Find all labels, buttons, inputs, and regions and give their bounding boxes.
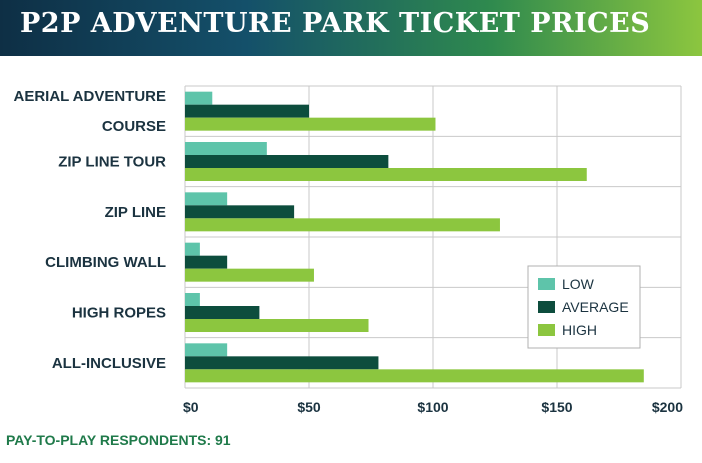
bar-average: [185, 255, 228, 269]
category-labels: AERIAL ADVENTURE COURSE ZIP LINE TOUR ZIP L…: [13, 88, 166, 372]
legend-swatch-average: [538, 301, 555, 313]
bar-high: [185, 168, 587, 181]
bar-low: [185, 142, 267, 155]
legend-swatch-low: [538, 278, 555, 290]
legend-label: HIGH: [562, 322, 597, 338]
category-label: AERIAL ADVENTURE: [13, 88, 166, 105]
legend-label: LOW: [562, 276, 595, 292]
bar-high: [185, 268, 314, 282]
chart-title: P2P ADVENTURE PARK TICKET PRICES: [20, 8, 651, 39]
respondents-note: PAY-TO-PLAY RESPONDENTS: 91: [6, 432, 231, 448]
bar-high: [185, 218, 500, 232]
category-label: HIGH ROPES: [72, 305, 166, 322]
category-label: COURSE: [102, 118, 166, 135]
bar-average: [185, 155, 389, 168]
bar-high: [185, 117, 436, 131]
x-tick-label: $200: [652, 399, 683, 415]
bar-average: [185, 306, 260, 319]
category-label: ZIP LINE: [105, 204, 166, 221]
bars: [185, 91, 644, 383]
bar-high: [185, 369, 644, 383]
bar-low: [185, 91, 213, 105]
category-label: ALL-INCLUSIVE: [52, 355, 166, 372]
x-tick-label: $100: [417, 399, 448, 415]
legend: LOW AVERAGE HIGH: [527, 265, 641, 349]
bar-low: [185, 242, 200, 256]
x-tick-label: $150: [541, 399, 572, 415]
bar-average: [185, 356, 379, 370]
legend-swatch-high: [538, 324, 555, 336]
category-label: CLIMBING WALL: [45, 254, 166, 271]
title-banner: P2P ADVENTURE PARK TICKET PRICES: [0, 0, 702, 56]
grid: [184, 85, 682, 389]
x-tick-label: $50: [297, 399, 321, 415]
bar-low: [185, 293, 200, 306]
bar-low: [185, 192, 228, 206]
legend-label: AVERAGE: [562, 299, 629, 315]
bar-average: [185, 104, 309, 118]
bar-low: [185, 343, 228, 357]
x-tick-label: $0: [183, 399, 199, 415]
x-axis-ticks: $0 $50 $100 $150 $200: [183, 399, 683, 415]
bar-average: [185, 205, 295, 219]
bar-high: [185, 319, 369, 332]
category-label: ZIP LINE TOUR: [58, 154, 166, 171]
